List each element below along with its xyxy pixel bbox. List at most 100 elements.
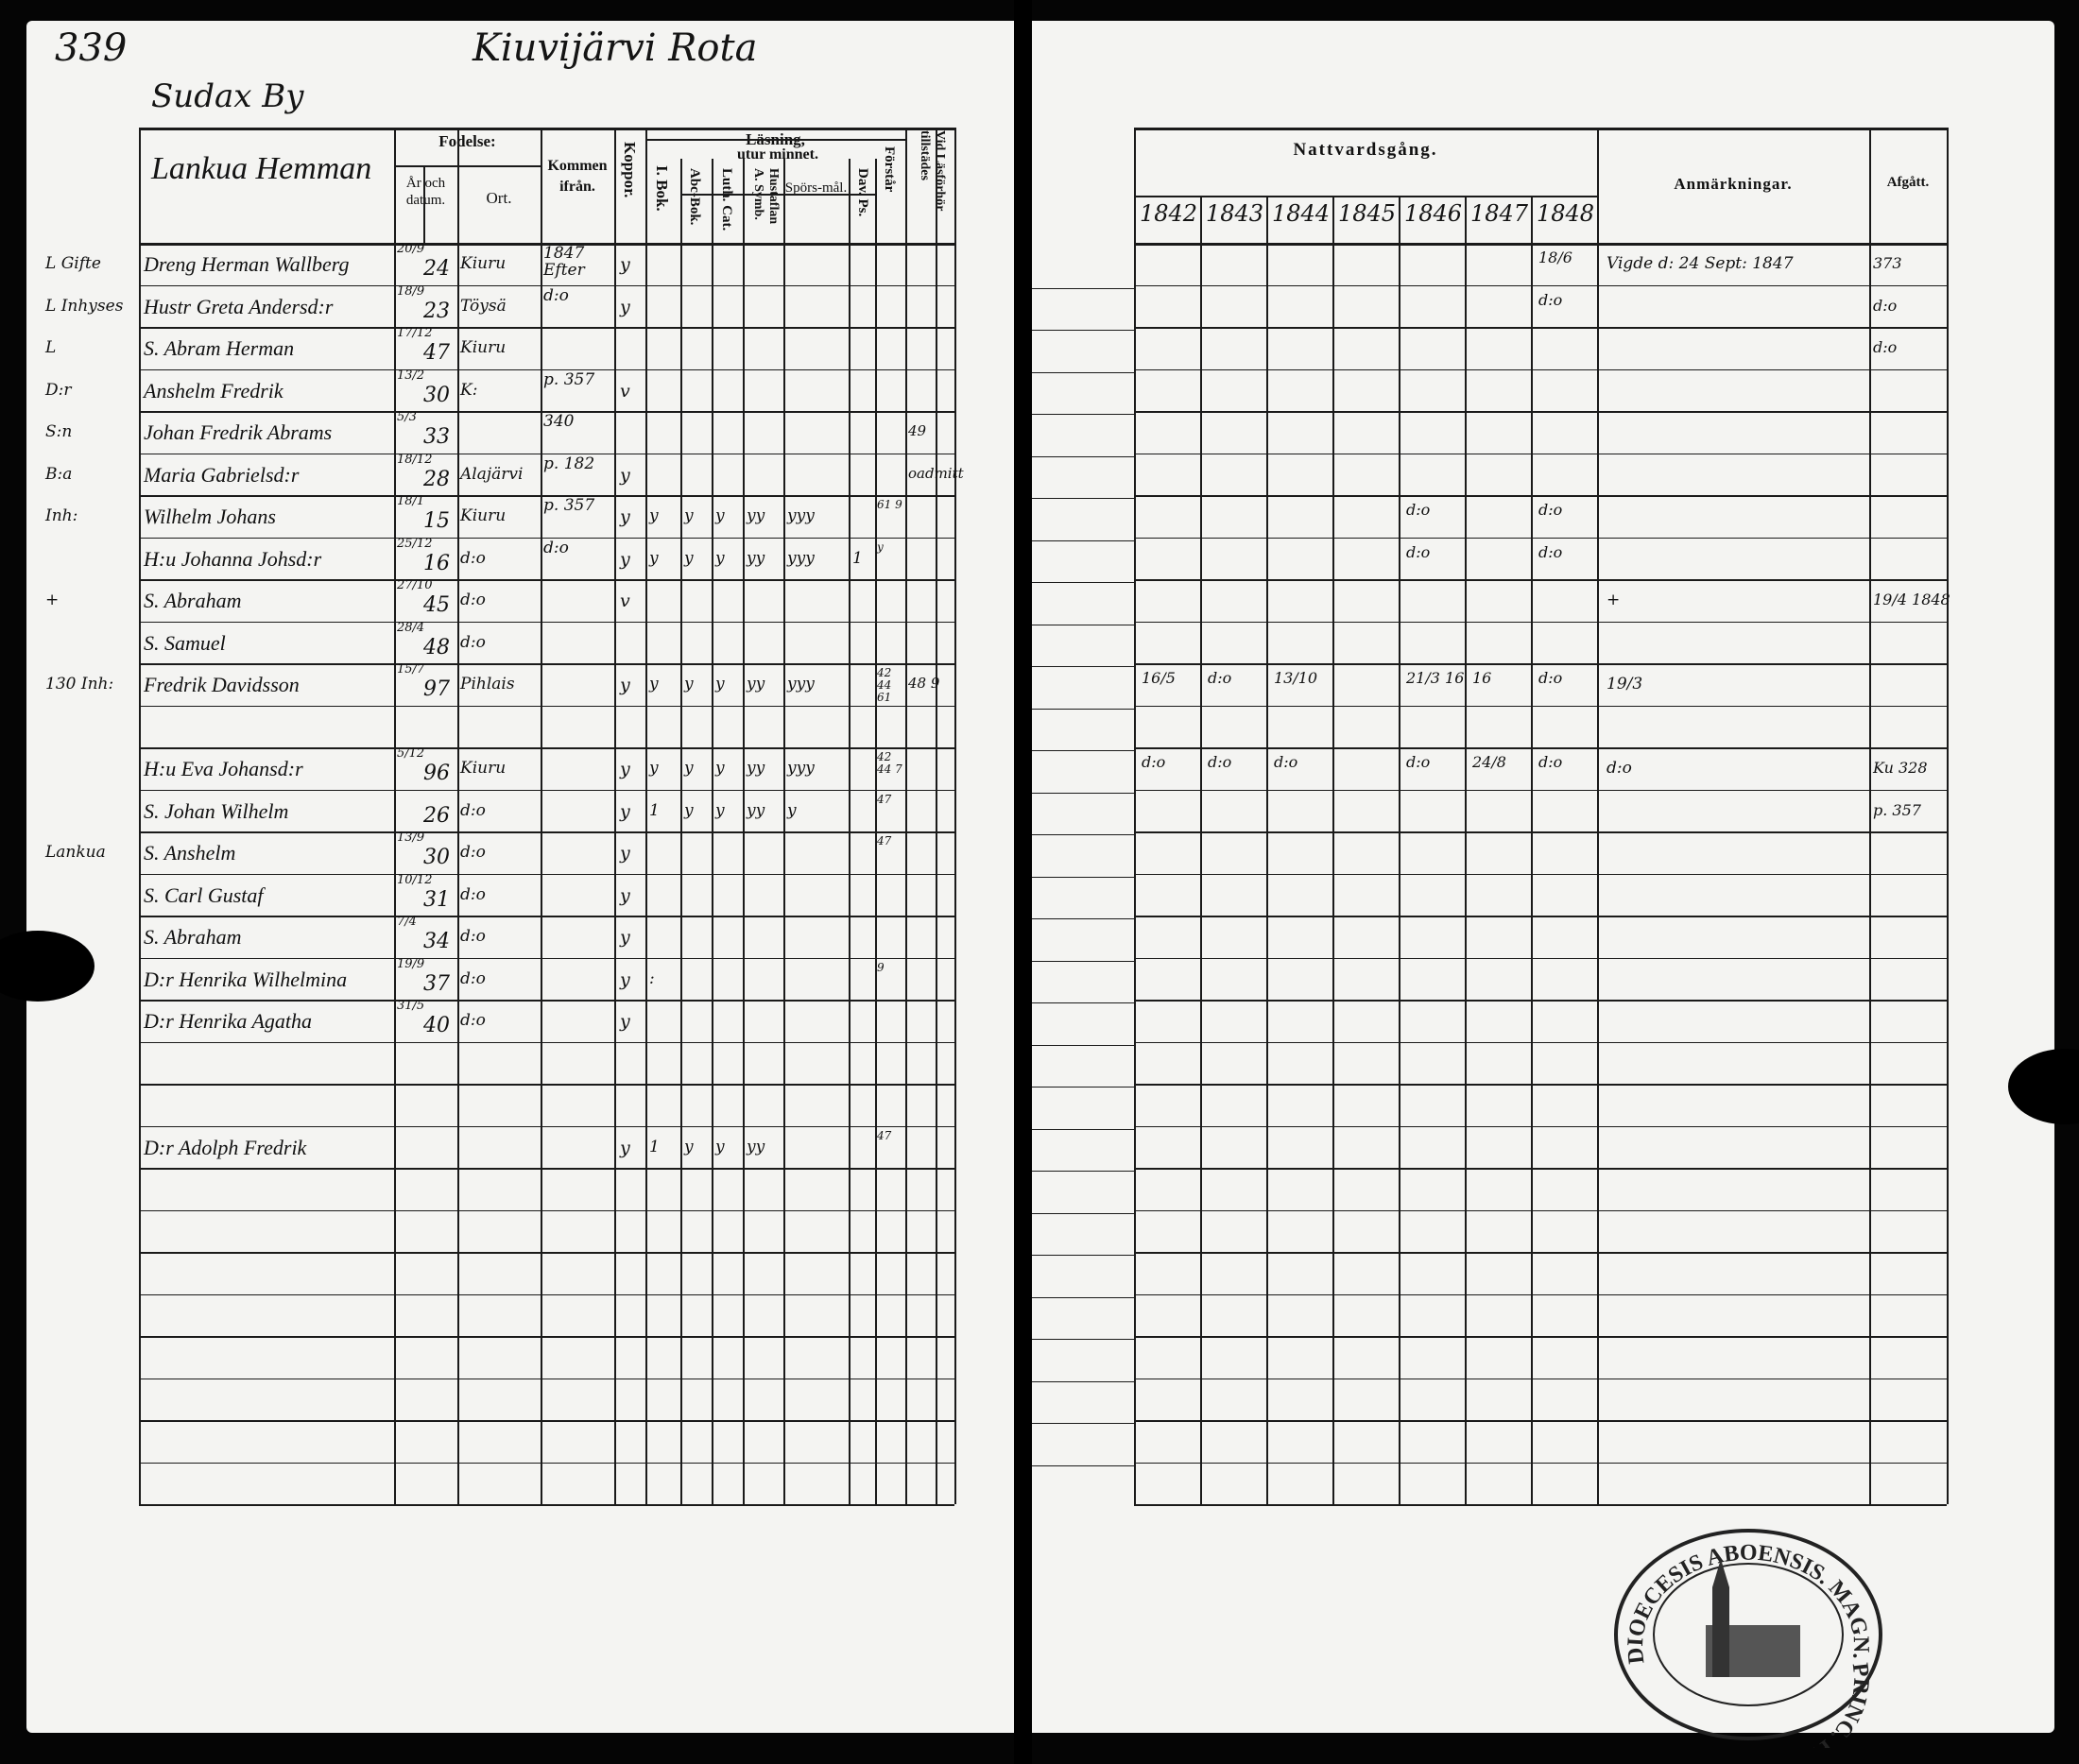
fodelse-split-rule [394, 165, 541, 167]
birth-day-month: 10/12 [397, 872, 433, 887]
row-rule [139, 1293, 954, 1295]
birth-year: 26 [423, 803, 450, 828]
birth-year: 97 [423, 677, 450, 701]
birth-place: d:o [460, 1011, 486, 1030]
row-rule [139, 705, 954, 707]
row-rule-extension [1032, 539, 1134, 541]
row-rule [1134, 747, 1947, 749]
margin-note: B:a [45, 464, 73, 484]
margin-note: D:r [45, 380, 72, 400]
row-rule [1134, 453, 1947, 454]
header-bottom-rule [139, 243, 954, 246]
village-name: Sudax By [151, 77, 304, 115]
table-top-rule [139, 128, 954, 130]
row-rule [139, 411, 954, 413]
margin-note: L Gifte [45, 254, 101, 273]
reading-mark: y [649, 548, 659, 568]
row-rule-extension [1032, 1464, 1134, 1466]
row-rule-extension [1032, 1339, 1134, 1340]
birth-day-month: 27/10 [397, 578, 433, 592]
row-rule [1134, 621, 1947, 623]
row-rule [1134, 1293, 1947, 1295]
departed: d:o [1873, 296, 1898, 315]
reading-mark: y [715, 675, 725, 694]
row-rule [1134, 368, 1947, 370]
communion-1847: 16 [1472, 669, 1492, 687]
header-utur-minnet: utur minnet. [737, 146, 818, 163]
column-rule [1266, 196, 1268, 1504]
reading-mark: y [649, 759, 659, 778]
header-bottom-rule [1134, 243, 1947, 246]
row-rule [1134, 495, 1947, 497]
birth-day-month: 18/1 [397, 494, 425, 508]
smallpox-mark: y [620, 1137, 630, 1158]
examination-attendance: 48 9 [908, 675, 940, 692]
birth-year: 40 [423, 1014, 450, 1037]
row-rule-extension [1032, 287, 1134, 289]
departed: p. 357 [1873, 800, 1921, 819]
margin-note: Lankua [45, 843, 106, 862]
reading-mark: yyy [787, 506, 815, 525]
smallpox-mark: v [620, 591, 630, 611]
birth-place: d:o [460, 591, 486, 609]
header-luth-cat: Luth. Cat. [719, 168, 734, 231]
row-rule [1134, 916, 1947, 917]
smallpox-mark: y [620, 506, 630, 527]
communion-1843: d:o [1208, 753, 1232, 771]
reading-mark: y [649, 675, 659, 694]
birth-place: Kiuru [460, 759, 507, 778]
row-rule-extension [1032, 1087, 1134, 1088]
row-rule [1134, 1420, 1947, 1422]
column-rule [457, 128, 459, 1504]
communion-1844: 13/10 [1274, 669, 1318, 687]
reading-mark: yyy [787, 759, 815, 778]
smallpox-mark: v [620, 380, 630, 402]
year-header-1848: 1848 [1537, 200, 1595, 227]
understands-mark: 9 [877, 960, 885, 974]
column-rule [139, 128, 141, 1504]
row-rule [139, 1041, 954, 1043]
column-rule [1869, 128, 1871, 1504]
reading-mark: yy [747, 1137, 765, 1156]
communion-1846: 21/3 16 [1406, 669, 1465, 687]
row-rule [139, 495, 954, 497]
book-spine [1014, 0, 1032, 1764]
row-rule [139, 1252, 954, 1254]
row-rule-extension [1032, 371, 1134, 373]
header-forstar: Förstår [882, 146, 897, 193]
birth-day-month: 17/12 [397, 326, 433, 340]
year-header-1843: 1843 [1206, 200, 1264, 227]
reading-mark: yy [747, 759, 765, 778]
column-rule [1134, 128, 1136, 1504]
person-name: H:u Johanna Johsd:r [144, 546, 322, 571]
reading-mark: yyy [787, 548, 815, 568]
birth-day-month: 13/9 [397, 831, 425, 845]
departed: Ku 328 [1873, 759, 1928, 777]
row-rule [139, 1378, 954, 1379]
column-rule [394, 128, 396, 1504]
reading-mark: yy [747, 548, 765, 568]
row-rule-extension [1032, 1296, 1134, 1298]
lasning-split-rule [645, 139, 905, 141]
birth-place: Töysä [460, 296, 507, 316]
row-rule [1134, 1462, 1947, 1464]
reading-mark: y [715, 548, 725, 568]
column-rule [541, 128, 542, 1504]
row-rule [139, 831, 954, 833]
person-name: S. Abraham [144, 589, 242, 612]
understands-mark: 47 [877, 834, 892, 848]
row-rule [139, 368, 954, 370]
smallpox-mark: y [620, 464, 630, 486]
birth-year: 24 [423, 257, 450, 281]
reading-mark: y [684, 800, 694, 820]
communion-1848: d:o [1538, 753, 1563, 771]
communion-1848: d:o [1538, 290, 1563, 309]
understands-mark: y [877, 539, 884, 554]
reading-mark: yy [747, 800, 765, 820]
birth-place: Kiuru [460, 338, 507, 357]
person-name: Hustr Greta Andersd:r [144, 294, 334, 318]
table-bottom-rule [139, 1504, 954, 1506]
birth-year: 48 [423, 635, 450, 659]
row-rule-extension [1032, 455, 1134, 457]
